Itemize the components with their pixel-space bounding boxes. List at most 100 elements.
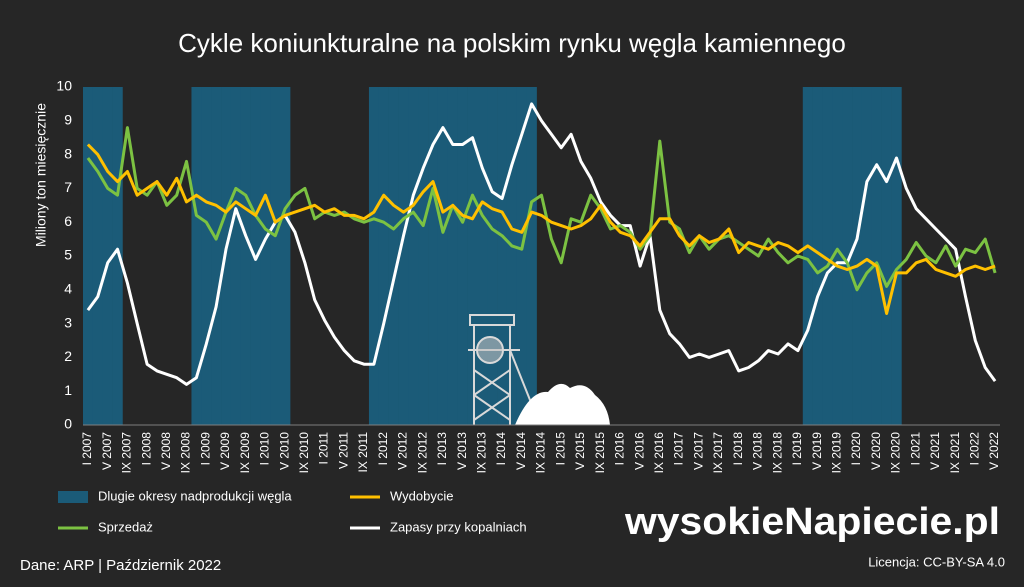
x-tick-label: I 2015 — [553, 432, 567, 466]
lines — [86, 102, 997, 386]
x-tick-label: V 2021 — [928, 432, 942, 470]
overproduction-band — [516, 87, 528, 425]
overproduction-band — [861, 87, 873, 425]
x-tick-label: IX 2014 — [534, 432, 548, 474]
x-tick-label: I 2022 — [968, 432, 982, 466]
overproduction-band — [832, 87, 843, 425]
overproduction-band — [92, 87, 104, 425]
legend-label: Zapasy przy kopalniach — [390, 519, 527, 534]
x-tick-label: IX 2012 — [415, 432, 429, 474]
overproduction-band — [871, 87, 882, 425]
tower-strut — [509, 349, 533, 406]
overproduction-band — [102, 87, 113, 425]
x-tick-label: I 2016 — [613, 432, 627, 466]
overproduction-band — [270, 87, 281, 425]
overproduction-band — [201, 87, 212, 425]
overproduction-band — [447, 87, 458, 425]
overproduction-band — [418, 87, 429, 425]
x-tick-label: IX 2013 — [475, 432, 489, 474]
tower-top — [469, 314, 515, 326]
overproduction-band — [506, 87, 518, 425]
x-tick-label: IX 2021 — [948, 432, 962, 474]
overproduction-band — [83, 87, 94, 425]
y-tick-label: 10 — [56, 78, 72, 94]
overproduction-band — [891, 87, 902, 425]
coal-pile — [515, 383, 610, 425]
series-line — [86, 143, 996, 315]
overproduction-band — [388, 87, 399, 425]
x-tick-label: V 2011 — [336, 432, 350, 469]
x-tick-label: IX 2017 — [711, 432, 725, 474]
x-tick-label: I 2013 — [435, 432, 449, 466]
legend-label: Sprzedaż — [98, 519, 153, 534]
x-tick-label: IX 2010 — [297, 432, 311, 474]
y-tick-label: 9 — [64, 112, 72, 128]
x-tick-label: V 2009 — [218, 432, 232, 470]
x-tick-label: IX 2016 — [652, 432, 666, 474]
x-tick-label: IX 2020 — [889, 432, 903, 474]
x-tick-label: I 2008 — [139, 432, 153, 466]
x-tick-label: I 2021 — [908, 432, 922, 466]
x-tick-label: IX 2007 — [120, 432, 134, 474]
tower-wheel — [476, 336, 504, 364]
license-note: Licencja: CC-BY-SA 4.0 — [868, 554, 1005, 569]
y-tick-label: 6 — [64, 213, 72, 229]
overproduction-band — [428, 87, 439, 425]
overproduction-band — [437, 87, 449, 425]
legend: Dlugie okresy nadprodukcji węgla Wydobyci… — [58, 488, 527, 534]
x-tick-label: V 2015 — [573, 432, 587, 470]
overproduction-band — [812, 87, 823, 425]
overproduction-band — [457, 87, 468, 425]
y-tick-label: 0 — [64, 416, 72, 432]
legend-label: Wydobycie — [390, 488, 453, 503]
x-tick-label: I 2009 — [198, 432, 212, 466]
x-tick-label: V 2017 — [691, 432, 705, 470]
x-tick-label: V 2022 — [987, 432, 1001, 470]
mine-illustration — [468, 314, 610, 425]
y-axis-label: Miliony ton miesięcznie — [33, 103, 49, 247]
x-tick-label: V 2013 — [455, 432, 469, 470]
overproduction-band — [230, 87, 242, 425]
x-tick-label: IX 2011 — [356, 432, 370, 473]
overproduction-band — [211, 87, 222, 425]
x-tick-label: I 2014 — [494, 432, 508, 466]
overproduction-band — [378, 87, 389, 425]
x-tick-label: IX 2009 — [238, 432, 252, 474]
overproduction-band — [368, 87, 380, 425]
overproduction-band — [487, 87, 498, 425]
y-tick-label: 4 — [64, 281, 72, 297]
overproduction-band — [852, 87, 863, 425]
overproduction-band — [477, 87, 488, 425]
x-tick-label: I 2019 — [790, 432, 804, 466]
x-tick-label: V 2019 — [810, 432, 824, 470]
x-tick-label: IX 2008 — [179, 432, 193, 474]
y-tick-label: 3 — [64, 314, 72, 330]
x-tick-label: I 2011 — [317, 432, 331, 465]
overproduction-band — [408, 87, 419, 425]
chart-title: Cykle koniunkturalne na polskim rynku wę… — [178, 28, 846, 58]
overproduction-band — [822, 87, 833, 425]
x-tick-label: V 2007 — [100, 432, 114, 470]
y-tick-label: 2 — [64, 348, 72, 364]
overproduction-band — [191, 87, 202, 425]
x-tick-label: V 2020 — [869, 432, 883, 470]
y-tick-label: 7 — [64, 179, 72, 195]
logo: wysokieNapiecie.pl — [624, 501, 1000, 543]
source-note: Dane: ARP | Październik 2022 — [20, 557, 221, 574]
overproduction-band — [842, 87, 853, 425]
tower-brace — [473, 394, 511, 421]
x-tick-label: V 2016 — [632, 432, 646, 470]
x-tick-label: V 2018 — [751, 432, 765, 470]
y-tick-label: 1 — [64, 382, 72, 398]
x-tick-label: I 2007 — [80, 432, 94, 466]
x-tick-label: I 2017 — [672, 432, 686, 466]
x-tick-label: V 2010 — [277, 432, 291, 470]
x-tick-label: V 2014 — [514, 432, 528, 470]
overproduction-band — [260, 87, 271, 425]
x-tick-label: I 2018 — [731, 432, 745, 466]
y-tick-label: 8 — [64, 145, 72, 161]
overproduction-band — [497, 87, 508, 425]
overproduction-band — [802, 87, 813, 425]
